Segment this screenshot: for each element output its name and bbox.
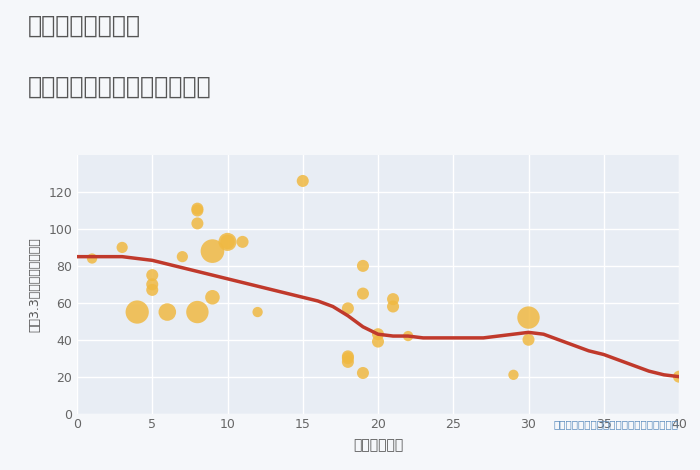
Point (402, 332, 414, 340)
Point (207, 247, 218, 255)
Point (342, 305, 354, 312)
Text: 三重県伊賀市比土: 三重県伊賀市比土 (28, 14, 141, 38)
Point (252, 308, 263, 316)
X-axis label: 築年数（年）: 築年数（年） (353, 439, 403, 453)
Point (192, 308, 203, 316)
Point (297, 177, 308, 185)
Point (147, 281, 158, 288)
Text: 円の大きさは、取引のあった物件面積を示す: 円の大きさは、取引のあった物件面積を示す (554, 419, 679, 429)
Point (523, 314, 534, 321)
Point (357, 290, 368, 298)
Point (508, 371, 519, 379)
Point (372, 338, 384, 345)
Y-axis label: 坪（3.3㎡）単価（万円）: 坪（3.3㎡）単価（万円） (28, 237, 41, 332)
Point (673, 373, 685, 380)
Point (162, 308, 173, 316)
Point (357, 369, 368, 377)
Text: 築年数別中古マンション価格: 築年数別中古マンション価格 (28, 75, 211, 99)
Point (222, 238, 233, 246)
Point (388, 303, 399, 310)
Point (132, 308, 143, 316)
Point (372, 330, 384, 338)
Point (147, 286, 158, 294)
Point (207, 293, 218, 301)
Point (192, 207, 203, 214)
Point (523, 336, 534, 344)
Point (237, 238, 248, 246)
Point (87, 255, 98, 262)
Point (342, 354, 354, 362)
Point (192, 219, 203, 227)
Point (357, 262, 368, 270)
Point (147, 271, 158, 279)
Point (192, 205, 203, 212)
Point (116, 243, 128, 251)
Point (342, 358, 354, 366)
Point (222, 238, 233, 246)
Point (388, 295, 399, 303)
Point (176, 253, 188, 260)
Point (342, 352, 354, 360)
